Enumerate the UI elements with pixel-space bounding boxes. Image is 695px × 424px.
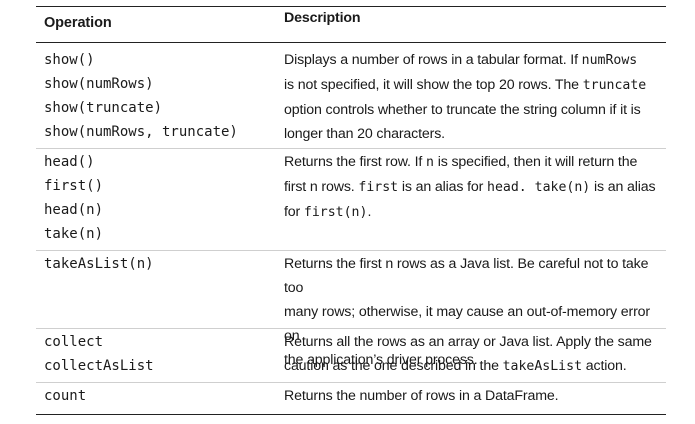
- table-bottom-rule: [36, 414, 666, 415]
- operation-name: show(truncate): [44, 100, 163, 116]
- text-span: Returns all the rows as an array or Java…: [284, 334, 652, 350]
- code-span: takeAsList: [502, 359, 583, 374]
- operation-name: head(n): [44, 202, 104, 218]
- operation-name: collect: [44, 334, 104, 350]
- text-span: Returns the first row. If: [284, 154, 426, 170]
- text-span: is an alias: [590, 179, 656, 195]
- code-span: truncate: [582, 78, 647, 93]
- text-span: is specified, then it will return the: [433, 154, 638, 170]
- description-cell: Returns the number of rows in a DataFram…: [284, 384, 664, 408]
- description-line: Returns the first n rows as a Java list.…: [284, 252, 664, 300]
- description-cell: Returns the first row. If n is specified…: [284, 150, 664, 225]
- row-divider: [36, 250, 666, 251]
- header-description: Description: [284, 10, 361, 26]
- operation-name: count: [44, 388, 87, 404]
- text-span: option controls whether to truncate the …: [284, 102, 641, 118]
- operation-name: takeAsList(n): [44, 256, 154, 272]
- text-span: first n rows.: [284, 179, 359, 195]
- operation-name: show(numRows): [44, 76, 154, 92]
- text-span: many rows; otherwise, it may cause an ou…: [284, 304, 650, 344]
- code-span: head. take(n): [487, 180, 591, 195]
- description-line: many rows; otherwise, it may cause an ou…: [284, 300, 664, 348]
- text-span: is not specified, it will show the top 2…: [284, 77, 583, 93]
- description-line: option controls whether to truncate the …: [284, 98, 664, 122]
- table-top-rule: [36, 6, 666, 7]
- text-span: Returns the first n rows as a Java list.…: [284, 256, 649, 296]
- operation-name: head(): [44, 154, 95, 170]
- operation-cell: show() show(numRows) show(truncate) show(nu…: [44, 48, 238, 144]
- code-span: numRows: [581, 53, 638, 68]
- text-span: the application’s driver process.: [284, 352, 478, 368]
- row-divider: [36, 328, 666, 329]
- description-cell: Returns all the rows as an array or Java…: [284, 330, 664, 379]
- operation-name: collectAsList: [44, 358, 154, 374]
- row-divider: [36, 148, 666, 149]
- operation-cell: count: [44, 384, 86, 408]
- header-rule: [36, 42, 666, 43]
- description-line: Returns all the rows as an array or Java…: [284, 330, 664, 354]
- code-span: n: [425, 155, 434, 170]
- text-span: caution as the one described in the: [284, 358, 503, 374]
- operation-name: show(): [44, 52, 95, 68]
- text-span: longer than 20 characters.: [284, 126, 445, 142]
- description-cell: Displays a number of rows in a tabular f…: [284, 48, 664, 146]
- header-operation: Operation: [44, 15, 112, 31]
- operation-name: take(n): [44, 226, 104, 242]
- row-divider: [36, 382, 666, 383]
- description-line: first n rows. first is an alias for head…: [284, 175, 664, 200]
- description-line: Returns the first row. If n is specified…: [284, 150, 664, 175]
- text-span: Returns the number of rows in a DataFram…: [284, 388, 559, 404]
- description-line: for first(n).: [284, 200, 664, 225]
- description-line: the application’s driver process.: [284, 348, 664, 372]
- text-span: action.: [582, 358, 627, 374]
- operation-cell: collect collectAsList: [44, 330, 154, 378]
- operation-cell: takeAsList(n): [44, 252, 154, 276]
- description-line: is not specified, it will show the top 2…: [284, 73, 664, 98]
- code-span: first: [358, 180, 399, 195]
- description-line: Displays a number of rows in a tabular f…: [284, 48, 664, 73]
- text-span: .: [367, 204, 372, 220]
- operation-name: first(): [44, 178, 104, 194]
- operation-name: show(numRows, truncate): [44, 124, 238, 140]
- operation-cell: head() first() head(n) take(n): [44, 150, 103, 246]
- text-span: Displays a number of rows in a tabular f…: [284, 52, 582, 68]
- text-span: for: [284, 204, 304, 220]
- description-line: caution as the one described in the take…: [284, 354, 664, 379]
- description-line: longer than 20 characters.: [284, 122, 664, 146]
- description-cell: Returns the first n rows as a Java list.…: [284, 252, 664, 372]
- text-span: is an alias for: [398, 179, 487, 195]
- code-span: first(n): [303, 205, 368, 220]
- description-line: Returns the number of rows in a DataFram…: [284, 384, 664, 408]
